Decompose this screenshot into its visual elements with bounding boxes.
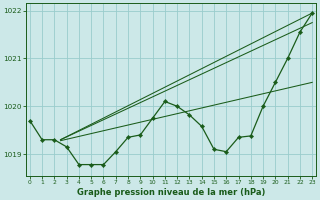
X-axis label: Graphe pression niveau de la mer (hPa): Graphe pression niveau de la mer (hPa) [77, 188, 265, 197]
